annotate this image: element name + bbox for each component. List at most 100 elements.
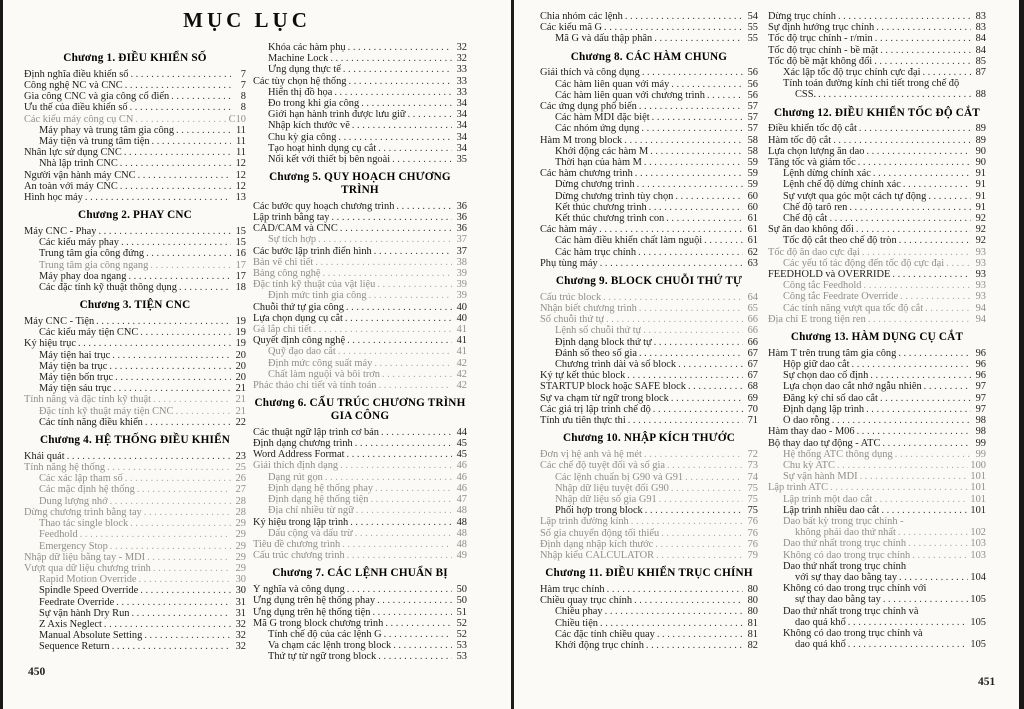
entry-page-number: 79 xyxy=(747,549,758,561)
dot-leader xyxy=(347,584,452,595)
toc-entry: Tăng tốc và giảm tốc 90 xyxy=(768,157,986,168)
chapter-heading-line: Chương 8. CÁC HÀM CHUNG xyxy=(570,50,728,63)
entry-page-number: 61 xyxy=(747,213,758,225)
entry-page-number: 40 xyxy=(456,301,467,313)
entry-title: Kết thúc chương trình xyxy=(555,201,647,213)
dot-leader xyxy=(928,191,971,202)
entry-title: Khởi động trục chính xyxy=(555,639,644,651)
entry-page-number: 99 xyxy=(975,437,986,449)
entry-title: Ưu thế của điều khiển số xyxy=(24,102,128,114)
toc-entry: Chế độ tarô ren 91 xyxy=(768,202,986,213)
toc-entry: Các bước lập trình điển hình 37 xyxy=(253,246,467,257)
entry-page-number: 52 xyxy=(456,628,467,640)
entry-title: Vượt qua dữ liệu chương trình xyxy=(24,562,151,574)
dot-leader xyxy=(346,302,452,313)
toc-entry: Điều khiển tốc độ cắt 89 xyxy=(768,123,986,134)
toc-entry: Kết thúc chương trình con 61 xyxy=(540,213,758,224)
entry-page-number: 19 xyxy=(235,316,246,328)
entry-page-number: 90 xyxy=(975,145,986,157)
dot-leader xyxy=(171,91,231,102)
toc-entry: Xác lập tốc độ trục chính cực đại 87 xyxy=(768,67,986,78)
entry-page-number: 44 xyxy=(456,426,467,438)
entry-page-number: 49 xyxy=(456,550,467,562)
toc-entry: Định mức công suất máy 42 xyxy=(253,358,467,369)
dot-leader xyxy=(179,282,231,293)
dot-leader xyxy=(323,268,452,279)
dot-leader xyxy=(657,629,743,640)
entry-title: Nối kết với thiết bị bên ngoài xyxy=(268,154,391,166)
toc-entry: Nhà lập trình CNC 12 xyxy=(24,158,246,169)
entry-title: Lệnh số chuỗi thứ tự xyxy=(555,325,642,337)
toc-entry: Lựa chọn dao cắt nhớ ngẫu nhiên 97 xyxy=(768,381,986,392)
entry-title: Dao thứ nhất trong trục chính xyxy=(783,538,907,550)
entry-page-number: 53 xyxy=(456,640,467,652)
dot-leader xyxy=(874,494,968,505)
dot-leader xyxy=(874,56,971,67)
entry-page-number: 48 xyxy=(456,538,467,550)
toc-entry: Lập trình nhiều dao cắt 101 xyxy=(768,505,986,516)
toc-entry: Các hàm máy 61 xyxy=(540,224,758,235)
toc-column-4: Dừng trục chính83Sự định hướng trục chín… xyxy=(768,11,986,650)
dot-leader xyxy=(381,427,452,438)
entry-page-number: 73 xyxy=(747,460,758,472)
entry-page-number: 93 xyxy=(975,257,986,269)
entry-title: Tốc độ ăn dao cực đại xyxy=(768,246,860,258)
entry-title: Các giá trị lập trình chế độ xyxy=(540,403,651,415)
toc-entry: Máy CNC - Tiện 19 xyxy=(24,316,246,327)
entry-page-number: 92 xyxy=(975,213,986,225)
entry-page-number: 64 xyxy=(747,291,758,303)
toc-entry: Không có dao trong trục chính 103 xyxy=(768,550,986,561)
dot-leader xyxy=(176,125,231,136)
entry-title: Tính năng hệ thống xyxy=(24,462,106,474)
dot-leader xyxy=(144,630,231,641)
dot-leader xyxy=(628,415,743,426)
entry-title: Dấu cộng và dấu trừ xyxy=(268,527,353,539)
entry-title: Z Axis Neglect xyxy=(39,618,102,630)
toc-entry: Khởi động các hàm M 58 xyxy=(540,146,758,157)
entry-title: Trung tâm gia công đứng xyxy=(39,248,145,260)
dot-leader xyxy=(140,327,231,338)
entry-title: Tốc độ trục chính - bề mặt xyxy=(768,44,879,56)
entry-title: Chế độ tarô ren xyxy=(783,201,848,213)
toc-entry: Định dạng chương trình 45 xyxy=(253,438,467,449)
entry-title: Chương trình dài và số block xyxy=(555,359,677,371)
dot-leader xyxy=(866,404,971,415)
entry-title: Gá lắp chi tiết xyxy=(253,324,312,336)
entry-page-number: 62 xyxy=(747,246,758,258)
toc-entry: Các chế độ tuyệt đối và số gia 73 xyxy=(540,460,758,471)
dot-leader xyxy=(370,494,452,505)
entry-title: Machine Lock xyxy=(268,53,329,65)
entry-page-number: 52 xyxy=(456,617,467,629)
toc-entry: Word Address Format 45 xyxy=(253,449,467,460)
entry-title: Lựa chọn dụng cụ cắt xyxy=(253,312,343,324)
toc-entry: Thời hạn của hàm M 59 xyxy=(540,157,758,168)
toc-entry: Lựa chọn dụng cụ cắt 40 xyxy=(253,313,467,324)
dot-leader xyxy=(898,348,971,359)
dot-leader xyxy=(607,584,743,595)
toc-entry: Lập trình một dao cắt 101 xyxy=(768,494,986,505)
dot-leader xyxy=(868,314,971,325)
entry-title: FEEDHOLD và OVERRIDE xyxy=(768,269,891,281)
dot-leader xyxy=(849,202,971,213)
toc-entry: Phụ tùng máy 63 xyxy=(540,258,758,269)
entry-page-number: 65 xyxy=(747,303,758,315)
entry-title: Các hàm liên quan với máy xyxy=(555,78,670,90)
toc-entry: Máy tiện sáu trục 21 xyxy=(24,383,246,394)
toc-entry-wrap-line1: Dao bất kỳ trong trục chính - xyxy=(783,515,904,527)
entry-title: Hàm tốc độ cắt xyxy=(768,134,832,146)
entry-title: Lựa chọn lượng ăn dao xyxy=(768,145,865,157)
entry-title: Sự vượt qua góc một cách tự động xyxy=(783,190,927,202)
entry-page-number: 48 xyxy=(456,516,467,528)
entry-title: Tốc độ bề mặt không đổi xyxy=(768,55,873,67)
entry-title: Các hàm chương trình xyxy=(540,168,633,180)
entry-title: Các kiểu máy phay xyxy=(39,237,119,249)
toc-entry: Spindle Speed Override 30 xyxy=(24,585,246,596)
entry-title: Tính năng và đặc tính kỹ thuật xyxy=(24,394,151,406)
dot-leader xyxy=(355,438,452,449)
entry-page-number: 19 xyxy=(235,338,246,350)
entry-title: Định dạng hệ thống phay xyxy=(268,482,374,494)
toc-entry: Ứng dụng trên hệ thống tiện 51 xyxy=(253,607,467,618)
entry-title: Máy tiện và trung tâm tiện xyxy=(39,136,150,148)
entry-title: Các xác lập tham số xyxy=(39,473,123,485)
entry-title: Bộ thay dao tự động - ATC xyxy=(768,437,881,449)
